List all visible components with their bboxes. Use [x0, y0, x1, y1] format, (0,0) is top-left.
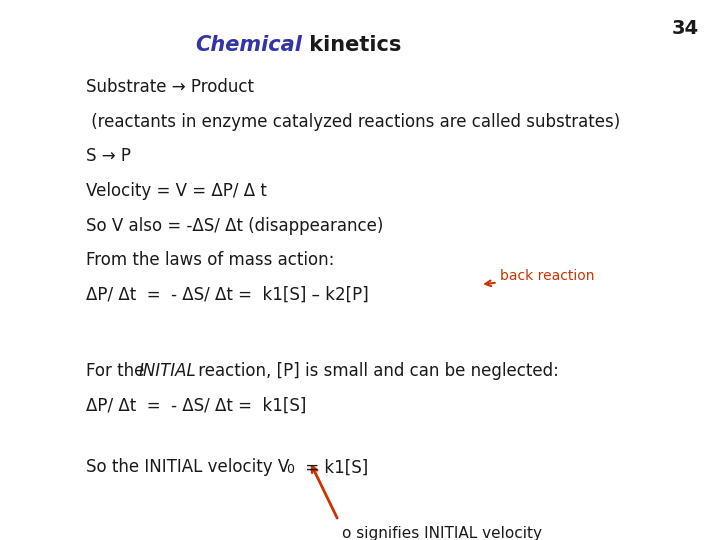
Text: back reaction: back reaction	[485, 269, 595, 286]
Text: reaction, [P] is small and can be neglected:: reaction, [P] is small and can be neglec…	[193, 362, 559, 380]
Text: 34: 34	[671, 19, 698, 38]
Text: Chemical: Chemical	[196, 35, 302, 55]
Text: INITIAL: INITIAL	[138, 362, 196, 380]
Text: So V also = -ΔS/ Δt (disappearance): So V also = -ΔS/ Δt (disappearance)	[86, 217, 384, 234]
Text: Velocity = V = ΔP/ Δ t: Velocity = V = ΔP/ Δ t	[86, 182, 267, 200]
Text: (reactants in enzyme catalyzed reactions are called substrates): (reactants in enzyme catalyzed reactions…	[86, 113, 621, 131]
Text: 0: 0	[287, 463, 294, 476]
Text: Substrate → Product: Substrate → Product	[86, 78, 254, 96]
Text: kinetics: kinetics	[302, 35, 402, 55]
Text: ΔP/ Δt  =  - ΔS/ Δt =  k1[S]: ΔP/ Δt = - ΔS/ Δt = k1[S]	[86, 396, 307, 414]
Text: o signifies INITIAL velocity: o signifies INITIAL velocity	[342, 526, 542, 540]
Text: For the: For the	[86, 362, 150, 380]
Text: From the laws of mass action:: From the laws of mass action:	[86, 251, 335, 269]
Text: So the INITIAL velocity V: So the INITIAL velocity V	[86, 458, 289, 476]
Text: S → P: S → P	[86, 147, 131, 165]
Text: ΔP/ Δt  =  - ΔS/ Δt =  k1[S] – k2[P]: ΔP/ Δt = - ΔS/ Δt = k1[S] – k2[P]	[86, 286, 369, 303]
Text: = k1[S]: = k1[S]	[300, 458, 368, 476]
